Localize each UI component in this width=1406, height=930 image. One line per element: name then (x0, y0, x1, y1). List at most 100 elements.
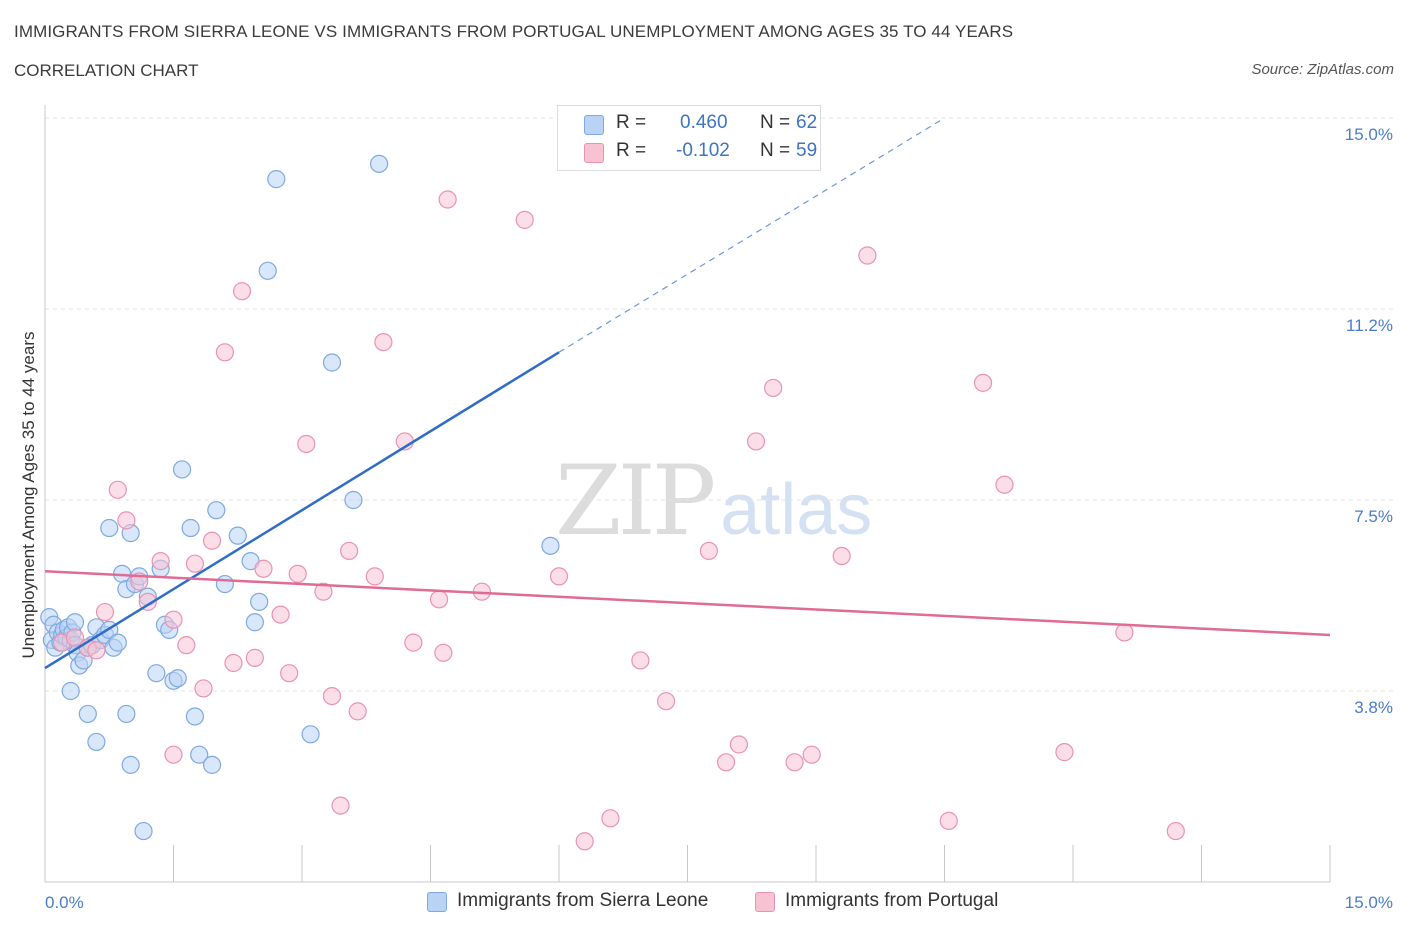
legend-n-label: N = (760, 112, 791, 133)
portugal-point (374, 333, 393, 352)
legend-n-value: 59 (796, 140, 818, 161)
sierra-leone-point (250, 592, 269, 611)
data-points (40, 154, 1185, 851)
portugal-point (404, 633, 423, 652)
portugal-point (549, 567, 569, 586)
sierra-leone-point (168, 669, 187, 688)
portugal-point (802, 745, 821, 764)
portugal-point (177, 636, 196, 655)
portugal-point (340, 541, 359, 561)
sierra-leone-trend-line (44, 351, 560, 670)
portugal-point (438, 190, 457, 209)
sierra-leone-point (267, 170, 286, 189)
portugal-point (1055, 743, 1074, 762)
portugal-point (245, 648, 264, 667)
portugal-point (232, 282, 252, 301)
chart-title: IMMIGRANTS FROM SIERRA LEONE VS IMMIGRAN… (14, 22, 1014, 41)
portugal-point (288, 564, 307, 583)
portugal-point (716, 753, 736, 772)
portugal-point (631, 651, 650, 670)
portugal-point (297, 434, 316, 454)
y-tick-label: 11.2% (1346, 316, 1393, 335)
portugal-point (832, 546, 851, 566)
sierra-leone-point (61, 681, 80, 701)
portugal-point (271, 605, 290, 624)
axes (44, 105, 1331, 883)
bottom-legend-swatch-pink (755, 892, 775, 912)
sierra-leone-point (147, 664, 166, 683)
x-tick-label-max: 15.0% (1345, 893, 1393, 912)
portugal-point (348, 702, 367, 721)
portugal-point (202, 531, 222, 550)
portugal-point (746, 432, 766, 451)
portugal-point (764, 378, 783, 398)
portugal-point (939, 811, 958, 830)
bottom-legend-swatch-blue (427, 892, 447, 912)
portugal-point (729, 735, 749, 754)
x-tick-label-min: 0.0% (45, 893, 84, 912)
sierra-leone-point (258, 261, 277, 280)
correlation-legend: R = 0.460 N = 62 R = -0.102 N = 59 (557, 105, 821, 171)
portugal-point (215, 343, 234, 362)
sierra-leone-point (344, 490, 363, 510)
y-tick-label: 3.8% (1354, 698, 1393, 717)
legend-r-label: R = (616, 112, 647, 133)
sierra-leone-point (181, 518, 200, 538)
tick-labels: 3.8% 7.5% 11.2% 15.0% 0.0% 15.0% (45, 125, 1393, 912)
portugal-point (254, 559, 273, 578)
sierra-leone-trend-extension (558, 117, 945, 353)
portugal-point (194, 679, 213, 698)
portugal-point (95, 602, 115, 622)
portugal-point (164, 610, 183, 629)
portugal-point (656, 692, 676, 711)
portugal-point (280, 664, 299, 683)
sierra-leone-point (121, 755, 140, 774)
portugal-point (224, 653, 243, 673)
portugal-point (1115, 623, 1134, 642)
legend-r-label: R = (616, 140, 647, 161)
portugal-point (1166, 821, 1185, 841)
y-axis-label: Unemployment Among Ages 35 to 44 years (19, 332, 38, 659)
sierra-leone-point (87, 732, 106, 752)
portugal-point (699, 541, 719, 561)
portugal-point (108, 480, 127, 499)
portugal-point (65, 628, 85, 647)
sierra-leone-point (322, 353, 342, 372)
portugal-point (785, 753, 804, 772)
bottom-legend-label: Immigrants from Sierra Leone (457, 890, 709, 911)
portugal-point (185, 554, 205, 573)
sierra-leone-point (207, 501, 226, 520)
portugal-point (365, 567, 384, 586)
portugal-point (429, 590, 449, 609)
portugal-point (322, 686, 342, 706)
sierra-leone-point (202, 755, 222, 774)
portugal-point (331, 796, 350, 815)
portugal-point (117, 511, 136, 530)
legend-r-value: 0.460 (680, 112, 728, 133)
portugal-trend-line (44, 570, 1331, 637)
sierra-leone-point (541, 536, 560, 555)
legend-swatch-blue (584, 115, 604, 135)
sierra-leone-point (215, 574, 234, 594)
legend-n-value: 62 (796, 112, 818, 133)
sierra-leone-point (108, 633, 127, 652)
legend-swatch-pink (584, 143, 604, 163)
sierra-leone-point (100, 518, 119, 538)
portugal-point (164, 745, 183, 764)
portugal-point (575, 832, 594, 851)
sierra-leone-point (185, 707, 205, 726)
sierra-leone-point (172, 460, 192, 479)
portugal-point (87, 641, 106, 660)
sierra-leone-point (117, 704, 136, 724)
trend-lines (44, 117, 1331, 670)
sierra-leone-point (78, 704, 97, 724)
y-tick-label: 15.0% (1345, 125, 1393, 144)
sierra-leone-point (65, 613, 85, 632)
sierra-leone-point (301, 725, 320, 744)
chart-subtitle: CORRELATION CHART (14, 61, 199, 80)
portugal-point (151, 552, 170, 571)
sierra-leone-point (245, 613, 264, 632)
sierra-leone-point (134, 821, 153, 841)
portugal-point (601, 809, 620, 828)
